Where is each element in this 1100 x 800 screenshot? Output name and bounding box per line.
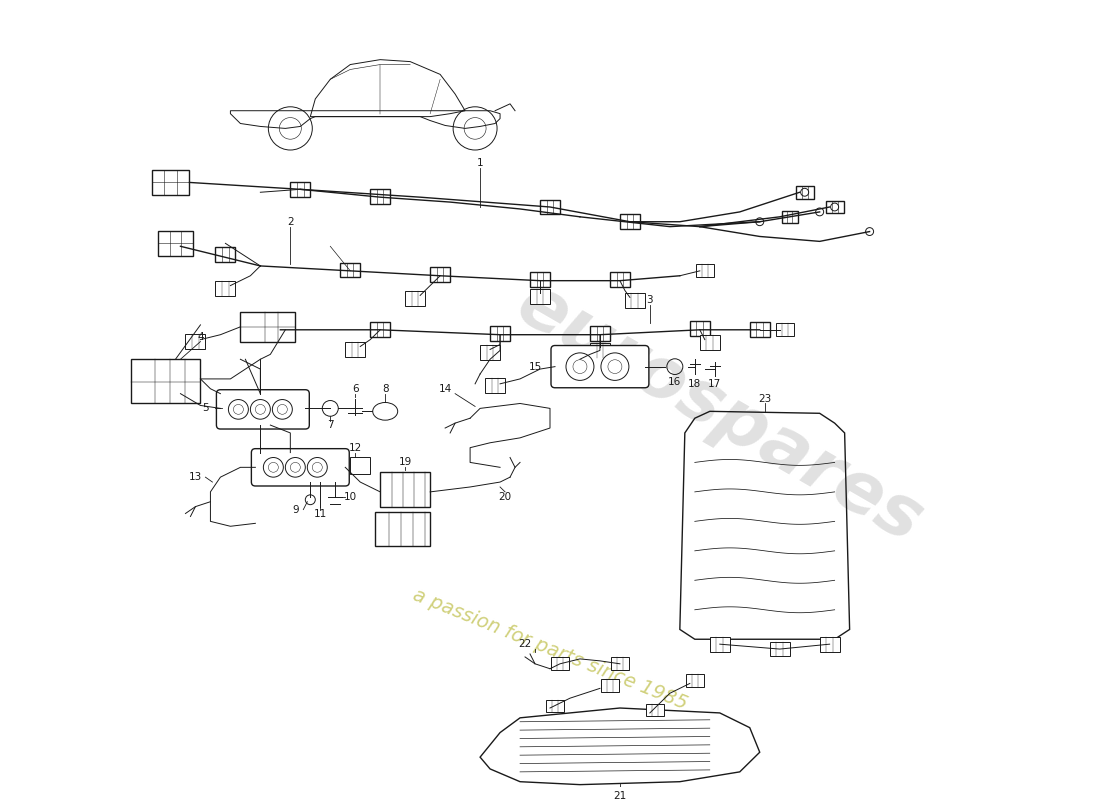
Bar [826, 201, 844, 214]
Bar [609, 272, 630, 287]
Bar [371, 189, 390, 203]
Text: 12: 12 [349, 442, 362, 453]
Text: 2: 2 [287, 217, 294, 226]
Bar [590, 326, 609, 341]
Text: 6: 6 [352, 384, 359, 394]
Text: 17: 17 [708, 379, 722, 389]
Bar [696, 265, 714, 278]
Bar [590, 343, 609, 358]
Bar [430, 267, 450, 282]
Text: 23: 23 [758, 394, 771, 403]
Circle shape [830, 203, 838, 211]
Bar [350, 457, 371, 474]
Text: 8: 8 [382, 384, 388, 394]
Bar [241, 312, 295, 342]
Text: 7: 7 [327, 420, 333, 430]
Bar [345, 342, 365, 357]
Bar [186, 334, 206, 349]
Bar [620, 214, 640, 229]
Text: 15: 15 [528, 362, 541, 372]
Bar [776, 323, 794, 336]
Bar [710, 637, 729, 651]
Circle shape [306, 495, 316, 505]
Circle shape [801, 188, 808, 196]
Circle shape [816, 208, 824, 216]
Bar [371, 322, 390, 337]
Text: 5: 5 [202, 403, 209, 414]
Bar [690, 322, 710, 336]
Bar [646, 703, 664, 716]
FancyBboxPatch shape [551, 346, 649, 388]
Text: 4: 4 [197, 332, 204, 342]
Text: 11: 11 [314, 509, 327, 518]
Bar [782, 211, 797, 222]
Bar [546, 700, 564, 713]
Text: eurospares: eurospares [505, 270, 935, 558]
Bar [530, 272, 550, 287]
Bar [152, 170, 189, 195]
Text: 22: 22 [518, 639, 531, 649]
Text: 16: 16 [668, 377, 682, 387]
Bar [685, 674, 704, 687]
Text: 18: 18 [689, 379, 702, 389]
Text: 20: 20 [498, 492, 512, 502]
Bar [601, 679, 619, 692]
Text: 10: 10 [343, 492, 356, 502]
Bar [750, 322, 770, 337]
FancyBboxPatch shape [217, 390, 309, 429]
Bar [480, 345, 501, 360]
Bar [216, 246, 235, 262]
Text: 9: 9 [292, 505, 298, 514]
Bar [770, 642, 790, 657]
Bar [131, 359, 200, 403]
Text: a passion for parts since 1985: a passion for parts since 1985 [410, 585, 690, 713]
Bar [820, 637, 839, 651]
Text: 19: 19 [398, 458, 411, 467]
Bar [610, 658, 629, 670]
Text: 3: 3 [647, 295, 653, 306]
Bar [485, 378, 505, 393]
Bar [491, 326, 510, 341]
Bar [795, 186, 814, 198]
Bar [530, 289, 550, 304]
Text: 13: 13 [189, 472, 202, 482]
Text: 14: 14 [439, 384, 452, 394]
Bar [405, 291, 426, 306]
Text: 1: 1 [476, 158, 483, 168]
Bar [216, 281, 235, 296]
Bar [551, 658, 569, 670]
Bar [381, 472, 430, 506]
Bar [540, 200, 560, 214]
Bar [700, 335, 719, 350]
Circle shape [866, 228, 873, 235]
Bar [340, 262, 360, 278]
Circle shape [756, 218, 763, 226]
Bar [158, 231, 192, 256]
Bar [290, 182, 310, 197]
Bar [625, 293, 645, 308]
Text: 21: 21 [614, 791, 627, 800]
FancyBboxPatch shape [252, 449, 350, 486]
Bar [375, 511, 430, 546]
